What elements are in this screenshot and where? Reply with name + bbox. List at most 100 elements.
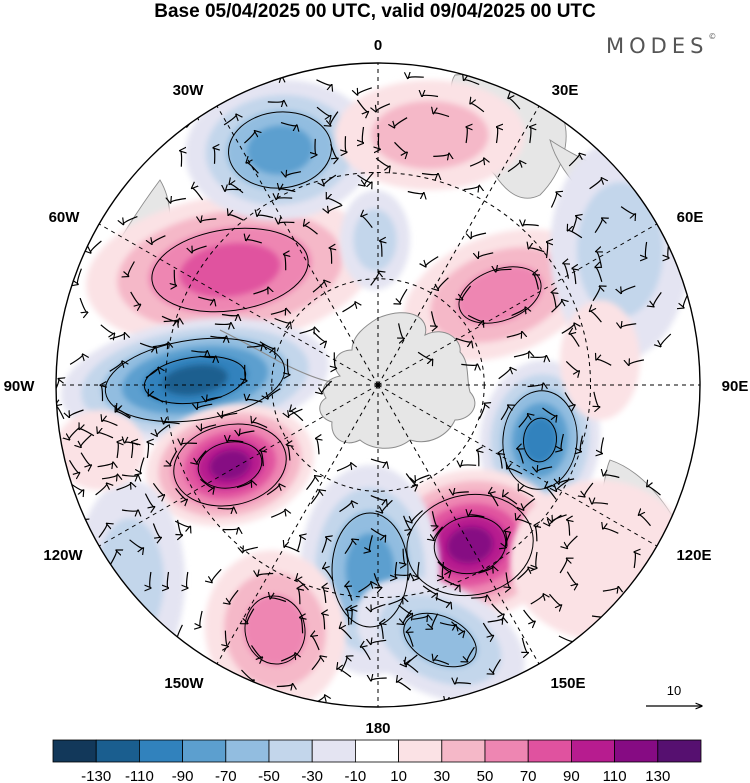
wind-vector-165 [489,493,499,507]
wind-vector-375 [97,462,113,467]
wind-vector-36 [288,408,303,417]
wind-vector-374 [117,442,118,459]
wind-vector-268 [394,574,410,575]
wind-vector-179 [561,433,564,450]
wind-vector-46 [221,315,238,316]
colorbar-tick-1: -110 [125,768,154,783]
wind-vector-325 [621,324,637,328]
wind-vector-124 [469,158,484,167]
colorbar-tick-11: 90 [563,768,580,783]
wind-vector-42 [56,379,59,395]
wind-vector-172 [580,435,584,452]
wind-vector-253 [230,589,239,604]
wind-vector-108 [286,172,302,177]
wind-vector-78 [175,488,188,499]
wind-vector-15 [327,198,342,206]
wind-vector-261 [522,672,530,688]
wind-vector-372 [69,426,81,439]
wind-vector-271 [522,637,528,653]
wind-vector-80 [201,425,217,431]
wind-vector-304 [150,571,151,588]
wind-vector-369 [132,442,133,459]
wind-vector-303 [152,523,161,538]
wind-vector-360 [566,571,577,585]
wind-vector-184 [567,520,570,536]
wind-vector-206 [478,567,493,574]
reference-vector-label: 10 [667,683,681,698]
wind-vector-58 [259,341,275,349]
wind-vector-30 [198,296,214,300]
wind-vector-245 [243,547,258,552]
wind-vector-208 [434,526,444,541]
wind-vector-153 [438,277,449,290]
wind-vector-122 [508,98,521,110]
wind-vector-133 [394,141,408,152]
wind-vector-370 [101,474,117,478]
wind-vector-214 [337,669,352,678]
wind-vector-198 [517,567,528,580]
wind-vector-66 [270,509,285,518]
wind-vector-160 [496,269,512,272]
wind-vector-12 [170,199,186,204]
wind-vector-338 [679,592,688,607]
label-lon-30e: 30E [552,82,579,99]
wind-vector-65 [306,476,315,490]
wind-vector-314 [569,334,580,347]
wind-vector-284 [187,571,188,588]
wind-vector-74 [290,411,304,422]
wind-vector-103 [213,148,215,164]
wind-vector-175 [498,453,502,469]
meridian-240 [98,384,379,547]
wind-vector-191 [369,535,373,551]
wind-vector-178 [564,392,575,405]
wind-vector-266 [351,608,352,625]
colorbar-swatch-14 [657,739,702,763]
wind-vector-34 [334,352,336,368]
wind-vector-8 [79,297,88,312]
wind-vector-97 [316,79,332,85]
anomaly-lobe-10-level-3 [402,612,478,668]
wind-vector-317 [550,192,556,208]
wind-vector-226 [340,628,352,640]
wind-vector-269 [444,579,460,586]
wind-vector-131 [466,127,467,144]
wind-vector-98 [356,99,368,112]
wind-vector-71 [157,424,170,436]
wind-vector-101 [276,198,293,200]
wind-vector-100 [324,174,337,186]
wind-vector-96 [265,76,282,78]
wind-vector-63 [199,356,216,357]
wind-vector-354 [536,551,537,568]
anomaly-lobe-1-level-6 [162,364,228,396]
wind-vector-305 [129,611,144,620]
anomaly-lobe-3-level-4 [247,125,313,175]
wind-vector-265 [361,647,371,661]
wind-vector-14 [279,189,296,193]
wind-vector-260 [270,598,287,603]
colorbar-tick-10: 70 [520,768,537,783]
wind-vector-222 [432,511,437,526]
wind-vector-90 [278,222,295,224]
wind-vector-171 [594,391,600,407]
wind-vector-272 [493,659,501,674]
colorbar-swatch-13 [614,739,659,763]
wind-vector-346 [559,479,575,484]
wind-vector-166 [477,450,479,467]
wind-vector-295 [178,519,183,535]
wind-vector-197 [534,526,537,542]
wind-vector-85 [197,450,207,464]
wind-vector-25 [201,219,217,222]
colorbar-swatch-6 [311,739,356,763]
wind-vector-104 [223,114,236,126]
wind-vector-257 [280,653,295,662]
wind-vector-240 [271,714,287,715]
wind-vector-351 [638,594,651,606]
wind-vector-132 [433,153,449,156]
anomaly-lobe-16-level-1 [56,410,145,490]
wind-vector-67 [222,528,239,530]
wind-vector-161 [601,437,605,454]
wind-vector-294 [152,482,164,495]
wind-vector-362 [603,528,619,534]
wind-vector-59 [245,364,247,381]
wind-vector-327 [572,268,576,285]
